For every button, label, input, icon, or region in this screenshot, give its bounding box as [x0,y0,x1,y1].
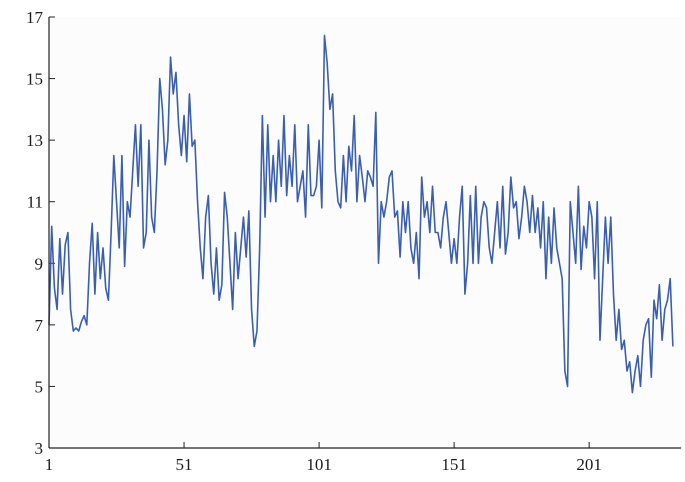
x-tick-label: 151 [441,455,467,474]
y-tick-label: 3 [35,439,44,458]
x-axis-ticks: 1 51 101 151 201 [45,442,602,474]
y-tick-label: 11 [27,193,43,212]
y-tick-label: 15 [26,70,43,89]
x-tick-label: 51 [176,455,193,474]
y-axis-ticks: 3 5 7 9 11 13 15 17 [26,8,55,458]
y-tick-label: 7 [35,316,44,335]
y-tick-label: 9 [35,254,44,273]
series-line [48,34,674,394]
x-tick-label: 201 [576,455,602,474]
y-tick-label: 13 [26,131,43,150]
y-tick-label: 17 [26,8,44,27]
y-tick-label: 5 [35,377,44,396]
x-tick-label: 1 [45,455,54,474]
x-tick-label: 101 [306,455,332,474]
